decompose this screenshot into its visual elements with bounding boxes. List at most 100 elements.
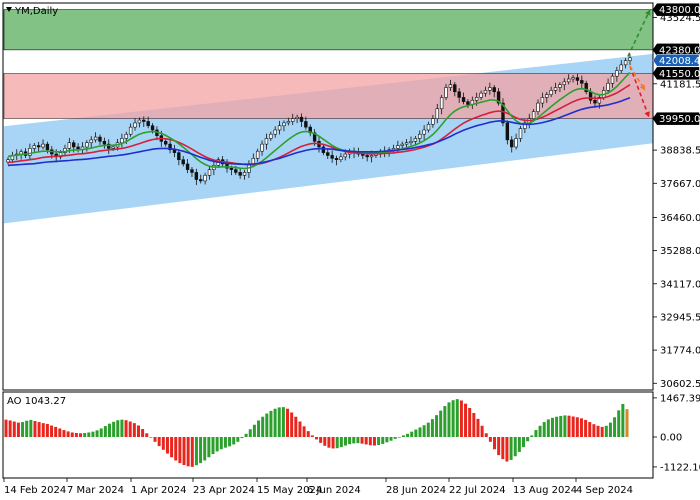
ao-bar (315, 437, 318, 440)
ao-bar (174, 437, 178, 461)
ao-bar (37, 422, 41, 437)
ao-bar (327, 437, 331, 448)
candle (163, 138, 168, 147)
ao-bar (91, 431, 95, 437)
ao-bar (480, 425, 484, 437)
candle (41, 139, 45, 150)
ao-bar (509, 437, 513, 460)
date-tick-label: 1 Apr 2024 (131, 485, 186, 496)
ao-bar (12, 421, 16, 437)
ao-bar (497, 437, 501, 456)
svg-text:43800.0: 43800.0 (659, 5, 700, 16)
candle (431, 114, 435, 128)
ao-bar (430, 419, 434, 437)
ao-bar (83, 433, 87, 437)
ao-bar (269, 410, 273, 437)
candle (142, 116, 146, 128)
ao-bar (575, 417, 579, 437)
ao-bar (613, 417, 617, 437)
ao-bar (294, 416, 298, 437)
candle (439, 94, 444, 115)
collapse-triangle-icon[interactable] (6, 7, 12, 12)
date-tick-label: 22 Jul 2024 (449, 485, 506, 496)
ao-bar (41, 423, 45, 437)
date-tick-label: 4 Sep 2024 (576, 485, 633, 496)
ao-bar (555, 416, 559, 437)
candle (571, 75, 575, 83)
ao-bar (153, 437, 157, 442)
ao-bar (273, 408, 277, 437)
candle (330, 150, 334, 163)
date-tick-label: 14 Feb 2024 (4, 485, 66, 496)
candle (255, 148, 260, 162)
ao-bar (493, 437, 497, 450)
ao-bar (286, 408, 290, 437)
ao-bar (451, 400, 455, 437)
ao-bar (414, 429, 418, 437)
svg-text:39950.0: 39950.0 (659, 114, 700, 125)
candle (483, 86, 488, 97)
ao-bar (66, 431, 70, 437)
candle (260, 140, 264, 156)
ao-bar (161, 437, 165, 450)
resistance-zone (3, 73, 654, 119)
price-tick-label: 32945.5 (660, 312, 700, 323)
date-tick-label: 28 Jun 2024 (386, 485, 446, 496)
ao-bar (522, 437, 525, 448)
candle (492, 84, 496, 98)
candle (194, 168, 199, 186)
target-zone (3, 9, 654, 51)
svg-text:42380.0: 42380.0 (659, 45, 700, 56)
level-tag: 42380.0 (652, 43, 700, 56)
ao-y-axis: 1467.39 0.00 -1122.10 (653, 393, 700, 473)
candle (146, 116, 150, 129)
ao-bar (62, 430, 66, 437)
candle (107, 139, 111, 154)
ao-bar (33, 421, 37, 437)
date-tick-label: 13 Aug 2024 (513, 485, 577, 496)
ao-bar (559, 415, 563, 437)
ao-bar (232, 437, 236, 445)
ao-bar (50, 425, 54, 437)
ao-bar (182, 437, 186, 465)
price-tick-label: 36460.0 (660, 213, 700, 224)
ao-bar (136, 425, 140, 437)
ao-bar (567, 415, 571, 437)
level-tag: 43800.0 (652, 3, 700, 16)
ao-bar (538, 425, 542, 437)
ao-bar (103, 426, 107, 437)
ao-bar (604, 425, 608, 437)
candle (453, 82, 457, 97)
ao-bar (306, 431, 310, 437)
svg-text:42008.4: 42008.4 (659, 56, 700, 67)
ao-bar (186, 437, 190, 467)
candle (32, 142, 36, 153)
ao-bar (298, 421, 302, 437)
ao-bar (608, 422, 612, 437)
ao-bar (393, 437, 397, 439)
ao-bar (472, 413, 476, 437)
candle (177, 150, 181, 166)
down-red-arrow (629, 65, 650, 118)
ao-bar (290, 412, 294, 437)
candle (422, 125, 426, 140)
candle (203, 172, 207, 185)
level-tag: 41550.0 (652, 67, 700, 80)
candle (610, 73, 615, 88)
svg-text:41550.0: 41550.0 (659, 69, 700, 80)
ao-bar (99, 428, 103, 437)
ao-bar (476, 418, 480, 437)
price-chart-title: YM,Daily (14, 6, 58, 17)
ao-bar (550, 417, 554, 437)
candle (273, 126, 277, 138)
candle (181, 156, 185, 167)
ao-bar (455, 399, 459, 437)
ao-bar (546, 419, 550, 437)
ao-bar (331, 437, 335, 449)
x-axis: 14 Feb 2024 7 Mar 2024 1 Apr 2024 23 Apr 20… (3, 478, 633, 496)
ao-bar (79, 433, 83, 437)
ao-bar (248, 429, 252, 437)
ao-bar (8, 420, 12, 437)
candle (409, 136, 413, 146)
